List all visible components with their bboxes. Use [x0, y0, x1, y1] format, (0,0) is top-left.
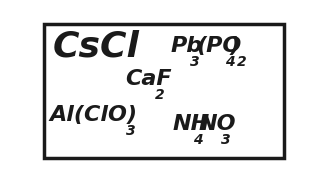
Text: ): ) [230, 36, 240, 56]
Text: 3: 3 [190, 55, 200, 69]
Text: CsCl: CsCl [52, 29, 139, 63]
Text: 2: 2 [155, 88, 165, 102]
Text: (PO: (PO [196, 36, 242, 56]
Text: NH: NH [173, 114, 210, 134]
Text: 3: 3 [221, 132, 231, 147]
Text: 4: 4 [225, 55, 234, 69]
Text: Al(ClO): Al(ClO) [50, 105, 138, 125]
Text: 4: 4 [193, 132, 202, 147]
Text: Pb: Pb [170, 36, 202, 56]
Text: CaF: CaF [125, 69, 172, 89]
Text: NO: NO [199, 114, 236, 134]
Text: 2: 2 [237, 55, 247, 69]
Text: 3: 3 [125, 124, 135, 138]
